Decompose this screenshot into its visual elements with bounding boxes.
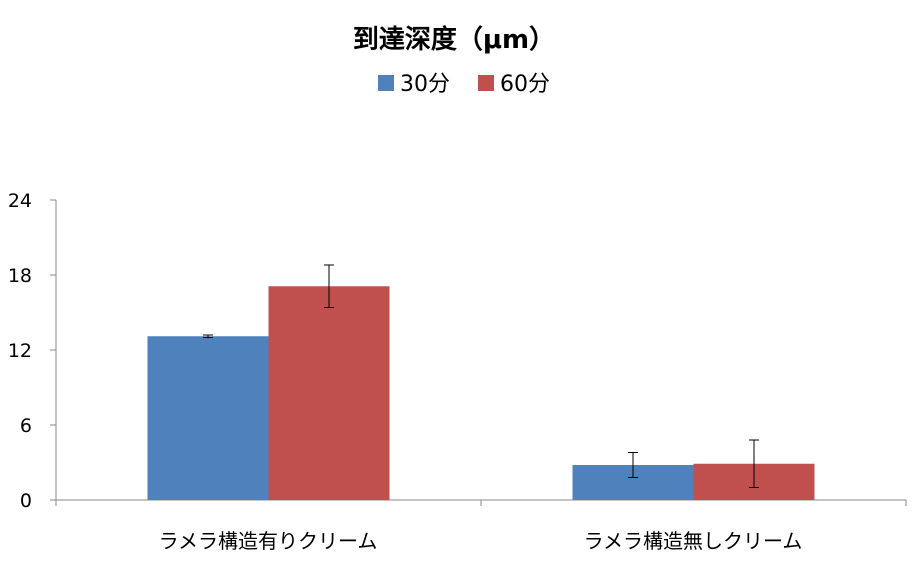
- y-axis: 0 6 12 18 24: [8, 190, 57, 512]
- chart-title: 到達深度（μm）: [353, 24, 555, 55]
- bars: [147, 286, 815, 500]
- y-tick-label: 12: [8, 340, 32, 362]
- y-tick-label: 6: [20, 415, 32, 437]
- category-label-without-lamellar: ラメラ構造無しクリーム: [584, 529, 803, 553]
- legend-label-30min: 30分: [400, 72, 450, 97]
- category-label-with-lamellar: ラメラ構造有りクリーム: [159, 529, 378, 553]
- y-tick-label: 18: [8, 265, 32, 287]
- legend-swatch-30min: [378, 75, 394, 91]
- bar-30min-with-lamellar: [147, 336, 269, 500]
- x-axis: ラメラ構造有りクリーム ラメラ構造無しクリーム: [55, 499, 907, 553]
- y-ticks: 0 6 12 18 24: [8, 190, 56, 512]
- y-tick-label: 24: [8, 190, 32, 212]
- legend-label-60min: 60分: [500, 72, 550, 97]
- bar-60min-with-lamellar: [268, 286, 390, 500]
- error-bars: [203, 264, 759, 488]
- legend-swatch-60min: [478, 75, 494, 91]
- y-tick-label: 0: [20, 490, 32, 512]
- legend: 30分 60分: [378, 72, 550, 97]
